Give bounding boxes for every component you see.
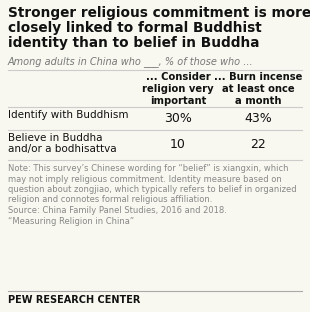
Text: religion and connotes formal religious affiliation.: religion and connotes formal religious a… [8, 196, 212, 204]
Text: 30%: 30% [164, 112, 192, 125]
Text: 10: 10 [170, 138, 186, 151]
Text: closely linked to formal Buddhist: closely linked to formal Buddhist [8, 21, 262, 35]
Text: PEW RESEARCH CENTER: PEW RESEARCH CENTER [8, 295, 140, 305]
Text: and/or a bodhisattva: and/or a bodhisattva [8, 144, 117, 154]
Text: may not imply religious commitment. Identity measure based on: may not imply religious commitment. Iden… [8, 174, 282, 183]
Text: 22: 22 [250, 138, 266, 151]
Text: Source: China Family Panel Studies, 2016 and 2018.: Source: China Family Panel Studies, 2016… [8, 206, 227, 215]
Text: “Measuring Religion in China”: “Measuring Religion in China” [8, 217, 134, 226]
Text: ... Consider
religion very
important: ... Consider religion very important [142, 72, 214, 106]
Text: Believe in Buddha: Believe in Buddha [8, 133, 103, 143]
Text: ... Burn incense
at least once
a month: ... Burn incense at least once a month [214, 72, 302, 106]
Text: Stronger religious commitment is more: Stronger religious commitment is more [8, 6, 310, 20]
Text: Among adults in China who ___, % of those who ...: Among adults in China who ___, % of thos… [8, 56, 254, 67]
Text: Identify with Buddhism: Identify with Buddhism [8, 110, 129, 120]
Text: 43%: 43% [244, 112, 272, 125]
Text: identity than to belief in Buddha: identity than to belief in Buddha [8, 36, 259, 50]
Text: Note: This survey’s Chinese wording for “belief” is xiangxin, which: Note: This survey’s Chinese wording for … [8, 164, 289, 173]
Text: question about zongjiao, which typically refers to belief in organized: question about zongjiao, which typically… [8, 185, 297, 194]
